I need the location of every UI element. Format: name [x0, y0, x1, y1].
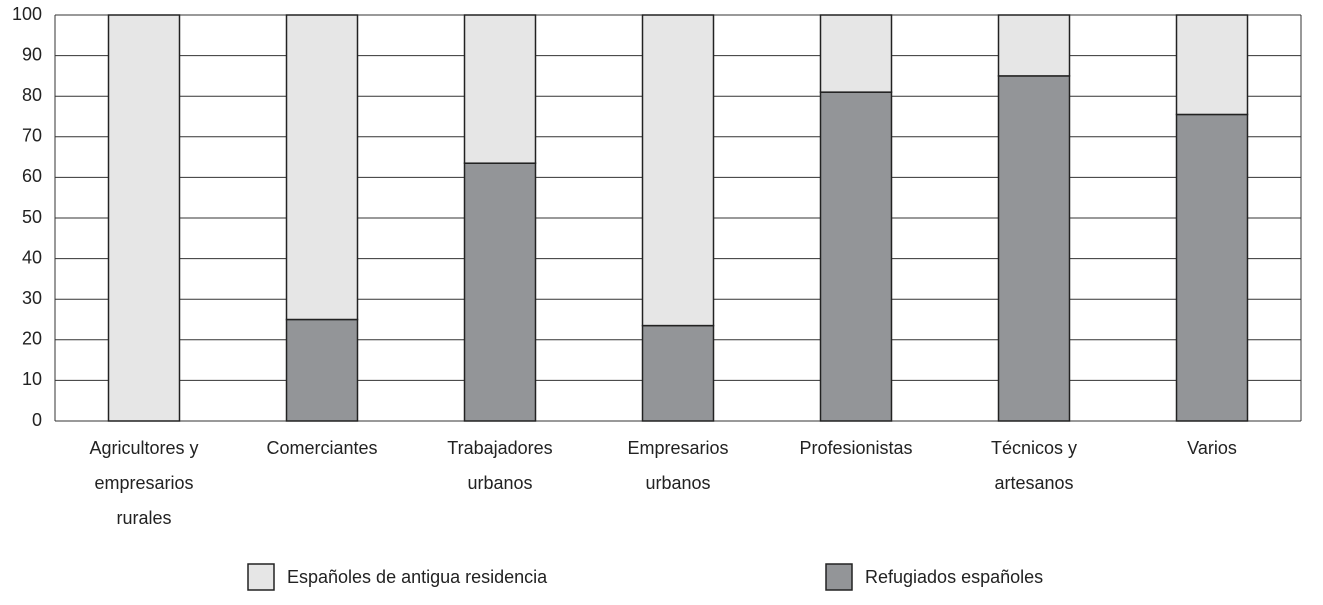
bar-segment: [107, 14, 181, 422]
x-tick-label: Profesionistas: [799, 438, 913, 458]
x-tick-label: Varios: [1187, 438, 1237, 458]
x-tick-label: Comerciantes: [266, 438, 378, 458]
y-tick-label: 20: [22, 329, 42, 349]
y-tick-label: 80: [22, 85, 42, 105]
y-tick-label: 40: [22, 247, 42, 267]
bar-segment: [463, 162, 537, 422]
x-tick-label: Agricultores y empresarios rurales: [89, 438, 199, 528]
y-tick-label: 10: [22, 369, 42, 389]
y-tick-label: 50: [22, 207, 42, 227]
bar-segment: [285, 14, 359, 321]
bar-segment: [1175, 113, 1249, 422]
y-tick-label: 60: [22, 166, 42, 186]
bar-segment: [641, 14, 715, 327]
x-tick-label: Técnicos y artesanos: [990, 438, 1078, 493]
y-tick-label: 0: [32, 410, 42, 430]
y-tick-label: 100: [12, 4, 42, 24]
x-tick-label: Trabajadores urbanos: [447, 438, 553, 493]
bar-segment: [819, 14, 893, 93]
bar-segment: [997, 75, 1071, 422]
y-tick-label: 70: [22, 126, 42, 146]
legend-swatch: [247, 563, 275, 591]
bar-segment: [641, 324, 715, 422]
legend-swatch: [825, 563, 853, 591]
y-tick-label: 90: [22, 44, 42, 64]
x-tick-label: Empresarios urbanos: [627, 438, 729, 493]
bar-segment: [463, 14, 537, 164]
bar-segment: [819, 91, 893, 422]
bar-segment: [997, 14, 1071, 77]
bar-segment: [1175, 14, 1249, 116]
legend-label: Refugiados españoles: [865, 567, 1043, 587]
bar-segment: [285, 318, 359, 422]
y-tick-label: 30: [22, 288, 42, 308]
legend-label: Españoles de antigua residencia: [287, 567, 548, 587]
